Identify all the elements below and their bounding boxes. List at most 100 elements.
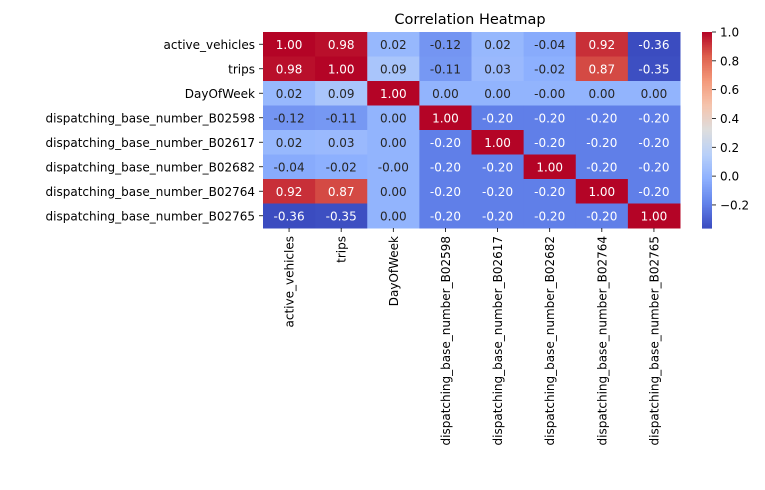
colorbar-segment-36: [702, 90, 712, 94]
colorbar-segment-19: [702, 63, 712, 66]
colorbar-segment-66: [702, 139, 712, 143]
heatmap-cell-r4-c6: [575, 130, 629, 155]
colorbar-segment-109: [702, 210, 712, 213]
heatmap-cells: [263, 32, 681, 229]
colorbar-segment-117: [702, 223, 712, 226]
heatmap-cell-r3-c6: [575, 105, 629, 131]
heatmap-cell-r7-c0: [263, 203, 316, 229]
colorbar-segment-9: [702, 46, 712, 49]
colorbar-segment-17: [702, 59, 712, 62]
heatmap-cell-r4-c5: [523, 130, 577, 155]
colorbar-segment-91: [702, 180, 712, 183]
colorbar-tick-label-4: 0.2: [720, 141, 739, 155]
heatmap-cell-r6-c1: [315, 179, 368, 204]
cell-value-label-r5-c0: -0.04: [274, 160, 305, 174]
heatmap-cell-r3-c1: [315, 105, 368, 131]
colorbar-segment-58: [702, 126, 712, 129]
colorbar: 1.0 0.8 0.6 0.4 0.2 0.0 −0.2: [702, 26, 749, 229]
heatmap-cell-r5-c0: [263, 154, 316, 180]
cell-value-label-r2-c1: 0.09: [328, 87, 355, 101]
colorbar-segment-80: [702, 162, 712, 165]
colorbar-segment-57: [702, 125, 712, 128]
colorbar-segment-116: [702, 221, 712, 224]
colorbar-segment-97: [702, 190, 712, 193]
colorbar-segment-65: [702, 138, 712, 141]
colorbar-segment-45: [702, 105, 712, 108]
cell-value-label-r0-c1: 0.98: [328, 38, 355, 52]
heatmap-cell-r2-c6: [575, 81, 629, 106]
colorbar-tick-label-6: −0.2: [720, 198, 749, 212]
heatmap-cell-r1-c1: [315, 56, 368, 82]
colorbar-tick-label-2: 0.6: [720, 83, 739, 97]
cell-value-label-r4-c5: -0.20: [534, 136, 565, 150]
colorbar-segment-12: [702, 51, 712, 54]
heatmap-cell-r3-c2: [367, 105, 420, 131]
row-label-2: DayOfWeek: [185, 87, 255, 101]
cell-value-label-r2-c5: -0.00: [534, 87, 565, 101]
heatmap-cell-r4-c3: [419, 130, 472, 155]
heatmap-cell-r1-c0: [263, 56, 316, 82]
colorbar-segment-28: [702, 77, 712, 80]
colorbar-segment-110: [702, 211, 712, 214]
cell-value-label-r2-c7: 0.00: [641, 87, 668, 101]
colorbar-segment-27: [702, 76, 712, 79]
colorbar-segment-98: [702, 192, 712, 195]
cell-value-label-r4-c0: 0.02: [276, 136, 303, 150]
chart-title: Correlation Heatmap: [394, 12, 545, 28]
colorbar-segment-55: [702, 121, 712, 125]
colorbar-segment-14: [702, 54, 712, 58]
colorbar-segment-62: [702, 133, 712, 136]
cell-value-label-r1-c1: 1.00: [328, 62, 355, 76]
colorbar-segment-105: [702, 203, 712, 206]
colorbar-segment-87: [702, 174, 712, 177]
colorbar-segment-42: [702, 100, 712, 103]
colorbar-segment-49: [702, 112, 712, 115]
colorbar-segment-74: [702, 152, 712, 156]
colorbar-segment-84: [702, 169, 712, 172]
heatmap-cell-r5-c3: [419, 154, 472, 180]
cell-value-label-r5-c5: 1.00: [536, 160, 563, 174]
colorbar-segment-78: [702, 159, 712, 162]
cell-value-label-r7-c7: 1.00: [641, 209, 668, 223]
cell-value-label-r7-c3: -0.20: [430, 209, 461, 223]
row-label-5: dispatching_base_number_B02682: [46, 160, 255, 174]
colorbar-segment-104: [702, 201, 712, 205]
colorbar-segment-4: [702, 38, 712, 41]
colorbar-segment-119: [702, 226, 712, 229]
heatmap-cell-r5-c2: [367, 154, 420, 180]
cell-value-label-r1-c5: -0.02: [534, 62, 565, 76]
cell-value-label-r4-c6: -0.20: [586, 136, 617, 150]
heatmap-cell-r0-c5: [523, 32, 577, 57]
heatmap-cell-r0-c1: [315, 32, 368, 57]
colorbar-segment-60: [702, 130, 712, 133]
cell-value-label-r0-c2: 0.02: [380, 38, 407, 52]
row-label-6: dispatching_base_number_B02764: [46, 185, 255, 199]
colorbar-segment-37: [702, 92, 712, 95]
heatmap-cell-r0-c0: [263, 32, 316, 57]
colorbar-segment-25: [702, 72, 712, 76]
colorbar-segment-107: [702, 206, 712, 209]
cell-value-label-r3-c0: -0.12: [274, 111, 305, 125]
heatmap-cell-r1-c4: [471, 56, 525, 82]
colorbar-segment-61: [702, 131, 712, 134]
cell-value-label-r4-c7: -0.20: [638, 136, 669, 150]
colorbar-segment-67: [702, 141, 712, 144]
heatmap-cell-r3-c4: [471, 105, 525, 131]
colorbar-segment-18: [702, 61, 712, 64]
colorbar-segment-34: [702, 87, 712, 90]
colorbar-segment-89: [702, 177, 712, 180]
colorbar-segment-38: [702, 94, 712, 97]
colorbar-segment-33: [702, 85, 712, 89]
column-label-3: dispatching_base_number_B02598: [439, 236, 453, 445]
column-label-1: trips: [335, 236, 349, 263]
colorbar-segment-44: [702, 103, 712, 107]
colorbar-segment-63: [702, 134, 712, 138]
heatmap-cell-r2-c5: [523, 81, 577, 106]
heatmap-cell-r0-c7: [627, 32, 681, 57]
heatmap-cell-r2-c4: [471, 81, 525, 106]
colorbar-segment-48: [702, 110, 712, 113]
colorbar-segment-114: [702, 218, 712, 221]
heatmap-cell-r5-c6: [575, 154, 629, 180]
